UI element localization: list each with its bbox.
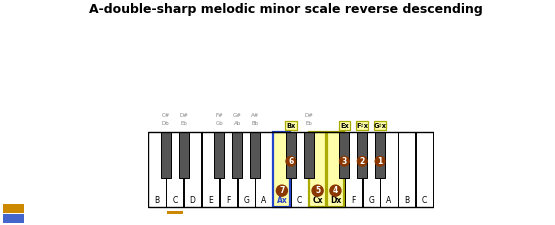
- FancyBboxPatch shape: [285, 121, 296, 130]
- Text: E: E: [208, 196, 213, 205]
- Bar: [233, 132, 243, 178]
- Text: F: F: [226, 196, 230, 205]
- Text: A: A: [386, 196, 392, 205]
- Bar: [416, 132, 433, 207]
- Text: Ex: Ex: [340, 122, 349, 128]
- Text: 5: 5: [315, 186, 320, 195]
- Text: F#: F#: [215, 113, 223, 118]
- Circle shape: [312, 185, 323, 196]
- Bar: [286, 132, 296, 178]
- Bar: [238, 132, 255, 207]
- Text: Db: Db: [162, 121, 170, 126]
- Text: D#: D#: [304, 113, 313, 118]
- Text: G: G: [243, 196, 249, 205]
- Text: Bb: Bb: [251, 121, 259, 126]
- Bar: [3, 214, 24, 223]
- Bar: [375, 132, 385, 178]
- Bar: [398, 132, 415, 207]
- Circle shape: [340, 156, 349, 166]
- FancyBboxPatch shape: [356, 121, 368, 130]
- Text: 1: 1: [377, 157, 383, 166]
- Text: F: F: [351, 196, 356, 205]
- Bar: [309, 132, 326, 207]
- Bar: [166, 132, 183, 207]
- Text: Ax: Ax: [276, 196, 287, 205]
- Text: A: A: [261, 196, 266, 205]
- Text: G#: G#: [233, 113, 242, 118]
- Text: Bx: Bx: [286, 122, 295, 128]
- Text: A#: A#: [251, 113, 259, 118]
- Bar: [166, 211, 183, 214]
- Text: C: C: [172, 196, 178, 205]
- Circle shape: [286, 156, 296, 166]
- Text: G♯x: G♯x: [374, 122, 387, 128]
- Text: 7: 7: [279, 186, 285, 195]
- Bar: [362, 132, 380, 207]
- Circle shape: [276, 185, 287, 196]
- Text: F♯x: F♯x: [356, 122, 368, 128]
- Bar: [214, 132, 224, 178]
- Bar: [148, 132, 433, 207]
- Circle shape: [375, 156, 385, 166]
- Bar: [345, 132, 362, 207]
- Text: Eb: Eb: [180, 121, 187, 126]
- Bar: [220, 132, 237, 207]
- Text: basicmusictheory.com: basicmusictheory.com: [10, 81, 14, 135]
- Text: D#: D#: [179, 113, 188, 118]
- Bar: [184, 132, 201, 207]
- Text: 3: 3: [342, 157, 347, 166]
- Bar: [339, 132, 349, 178]
- Text: Dx: Dx: [330, 196, 341, 205]
- Text: C#: C#: [162, 113, 170, 118]
- Bar: [380, 132, 397, 207]
- Text: 2: 2: [360, 157, 365, 166]
- Text: C: C: [422, 196, 427, 205]
- Text: B: B: [154, 196, 159, 205]
- Text: Ab: Ab: [234, 121, 241, 126]
- Bar: [148, 132, 165, 207]
- Text: Eb: Eb: [305, 121, 312, 126]
- Text: Gb: Gb: [215, 121, 223, 126]
- Circle shape: [330, 185, 341, 196]
- Bar: [161, 132, 171, 178]
- Circle shape: [357, 156, 367, 166]
- Bar: [202, 132, 219, 207]
- Text: A-double-sharp melodic minor scale reverse descending: A-double-sharp melodic minor scale rever…: [89, 3, 483, 16]
- FancyBboxPatch shape: [374, 121, 386, 130]
- Bar: [304, 132, 314, 178]
- Bar: [255, 132, 273, 207]
- Text: C: C: [297, 196, 302, 205]
- Text: Cx: Cx: [312, 196, 323, 205]
- Bar: [357, 132, 367, 178]
- Bar: [179, 132, 189, 178]
- Bar: [273, 132, 290, 207]
- Bar: [3, 204, 24, 213]
- Text: G: G: [368, 196, 374, 205]
- Text: B: B: [404, 196, 410, 205]
- Text: 4: 4: [333, 186, 338, 195]
- Bar: [250, 132, 260, 178]
- Bar: [291, 132, 309, 207]
- Text: D: D: [190, 196, 195, 205]
- FancyBboxPatch shape: [339, 121, 350, 130]
- Bar: [327, 132, 344, 207]
- Text: 6: 6: [288, 157, 294, 166]
